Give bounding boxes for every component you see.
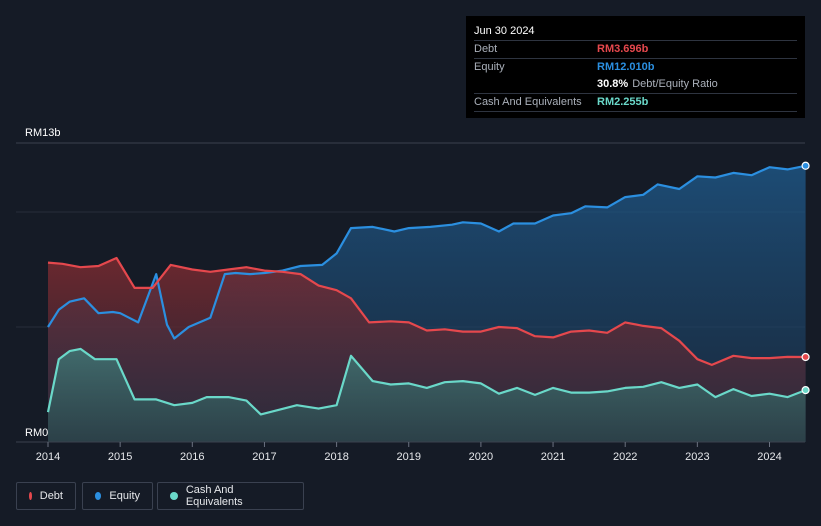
equity-dot-icon xyxy=(95,492,102,500)
x-axis: 2014 2015 2016 2017 2018 2019 2020 2021 2022 2023… xyxy=(16,441,805,463)
series-areas xyxy=(48,165,806,443)
tooltip-equity-row: Equity RM12.010b xyxy=(474,59,797,76)
x-tick-label: 2016 xyxy=(180,451,204,463)
x-tick-label: 2014 xyxy=(36,451,60,463)
legend-item-debt[interactable]: Debt xyxy=(16,482,76,510)
x-tick-label: 2021 xyxy=(541,451,565,463)
x-tick-label: 2018 xyxy=(324,451,348,463)
tooltip-cash-value: RM2.255b xyxy=(597,96,649,108)
tooltip-cash-row: Cash And Equivalents RM2.255b xyxy=(474,94,797,112)
debt-dot-icon xyxy=(29,492,32,500)
y-axis-bottom-label: RM0 xyxy=(25,427,48,439)
legend-equity-label: Equity xyxy=(109,490,140,502)
x-tick-label: 2022 xyxy=(613,451,637,463)
cash-line xyxy=(46,347,806,416)
tooltip-equity-label: Equity xyxy=(474,61,505,73)
tooltip-ratio-row: 30.8% Debt/Equity Ratio xyxy=(474,76,797,94)
tooltip-debt-value: RM3.696b xyxy=(597,43,649,55)
equity-line xyxy=(47,164,806,340)
debt-end-marker xyxy=(801,352,810,362)
end-markers xyxy=(801,161,810,395)
x-tick-label: 2019 xyxy=(397,451,421,463)
tooltip-date: Jun 30 2024 xyxy=(474,22,797,41)
x-tick-label: 2017 xyxy=(252,451,276,463)
x-tick-label: 2020 xyxy=(469,451,493,463)
tooltip-ratio-label: Debt/Equity Ratio xyxy=(632,78,718,90)
equity-end-marker xyxy=(801,161,810,170)
cash-end-marker xyxy=(801,386,810,395)
x-tick-label: 2024 xyxy=(757,451,781,463)
x-tick-label: 2015 xyxy=(108,451,132,463)
tooltip-ratio-value: 30.8% xyxy=(597,78,629,90)
legend-cash-label: Cash And Equivalents xyxy=(185,484,243,508)
tooltip-cash-label: Cash And Equivalents xyxy=(474,96,582,108)
tooltip-equity-value: RM12.010b xyxy=(597,61,655,73)
legend-item-equity[interactable]: Equity xyxy=(82,482,153,510)
x-tick-label: 2023 xyxy=(685,451,709,463)
y-axis-top-label: RM13b xyxy=(25,127,60,139)
tooltip-debt-label: Debt xyxy=(474,43,498,55)
tooltip-ratio-spacer xyxy=(474,76,597,93)
debt-line xyxy=(47,256,806,366)
legend-debt-label: Debt xyxy=(39,490,63,502)
legend-item-cash[interactable]: Cash And Equivalents xyxy=(157,482,304,510)
tooltip-debt-row: Debt RM3.696b xyxy=(474,41,797,59)
series-lines xyxy=(46,164,806,416)
cash-dot-icon xyxy=(170,492,178,500)
tooltip-panel: Jun 30 2024 Debt RM3.696b Equity RM12.01… xyxy=(466,16,805,118)
cash-area xyxy=(48,348,806,442)
